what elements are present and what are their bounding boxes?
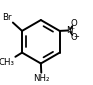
- Text: CH₃: CH₃: [0, 58, 14, 67]
- Text: O: O: [70, 33, 77, 42]
- Text: +: +: [69, 26, 74, 31]
- Text: N: N: [66, 26, 73, 35]
- Text: NH₂: NH₂: [33, 74, 50, 83]
- Text: O: O: [70, 19, 77, 28]
- Text: Br: Br: [3, 13, 12, 22]
- Text: −: −: [73, 34, 79, 40]
